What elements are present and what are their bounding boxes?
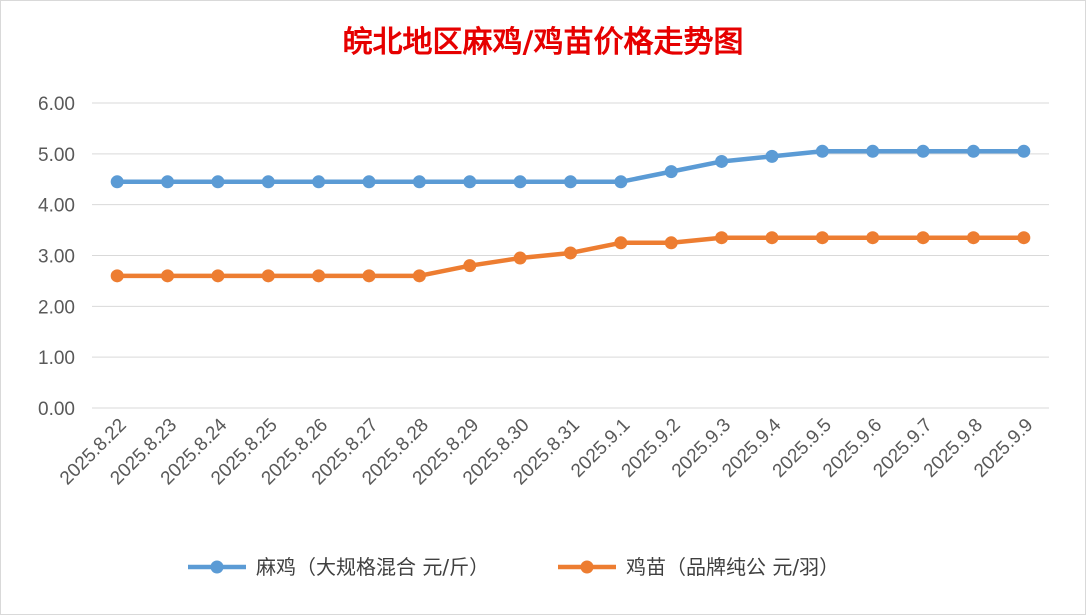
data-point [564, 246, 577, 260]
gridlines [92, 102, 1049, 409]
data-point [261, 175, 275, 189]
data-point [110, 269, 124, 283]
data-point [614, 236, 628, 250]
data-point [765, 149, 779, 163]
legend-label: 鸡苗（品牌纯公 元/羽） [626, 555, 839, 579]
legend: 麻鸡（大规格混合 元/斤） 鸡苗（品牌纯公 元/羽） [188, 555, 839, 579]
data-point [1017, 144, 1031, 158]
data-point [463, 259, 477, 273]
legend-marker-icon [580, 560, 594, 574]
y-tick-label: 3.00 [38, 247, 75, 268]
data-point [513, 175, 527, 189]
data-point [664, 165, 678, 179]
data-point [1017, 231, 1031, 245]
data-point [161, 175, 175, 189]
data-point [664, 236, 678, 250]
data-point [966, 144, 980, 158]
data-point [866, 144, 880, 158]
data-point [362, 269, 376, 283]
data-point [110, 175, 124, 189]
x-axis-ticks: 2025.8.222025.8.232025.8.242025.8.252025… [56, 414, 1037, 489]
series-group [110, 144, 1031, 283]
data-point [815, 144, 829, 158]
legend-marker-icon [210, 560, 224, 574]
data-point [715, 231, 729, 245]
y-tick-label: 5.00 [38, 145, 75, 166]
y-axis-ticks: 0.00 1.00 2.00 3.00 4.00 5.00 6.00 [38, 94, 75, 420]
data-point [564, 175, 577, 189]
y-tick-label: 1.00 [38, 348, 75, 369]
data-point [916, 231, 930, 245]
y-tick-label: 0.00 [38, 399, 75, 420]
legend-label: 麻鸡（大规格混合 元/斤） [256, 555, 489, 579]
y-tick-label: 6.00 [38, 94, 75, 115]
legend-item: 麻鸡（大规格混合 元/斤） [188, 555, 489, 579]
series-2 [110, 231, 1031, 283]
data-point [161, 269, 175, 283]
data-point [866, 231, 880, 245]
data-point [412, 269, 426, 283]
y-tick-label: 4.00 [38, 196, 75, 217]
data-point [966, 231, 980, 245]
series-1 [110, 144, 1031, 189]
data-point [261, 269, 275, 283]
chart-title: 皖北地区麻鸡/鸡苗价格走势图 [343, 25, 744, 60]
data-point [312, 175, 326, 189]
data-point [916, 144, 930, 158]
y-tick-label: 2.00 [38, 297, 75, 318]
data-point [362, 175, 376, 189]
data-point [412, 175, 426, 189]
data-point [715, 154, 729, 168]
data-point [614, 175, 628, 189]
data-point [513, 251, 527, 265]
data-point [815, 231, 829, 245]
data-point [211, 175, 225, 189]
data-point [312, 269, 326, 283]
data-point [211, 269, 225, 283]
data-point [765, 231, 779, 245]
legend-item: 鸡苗（品牌纯公 元/羽） [558, 555, 839, 579]
data-point [463, 175, 477, 189]
